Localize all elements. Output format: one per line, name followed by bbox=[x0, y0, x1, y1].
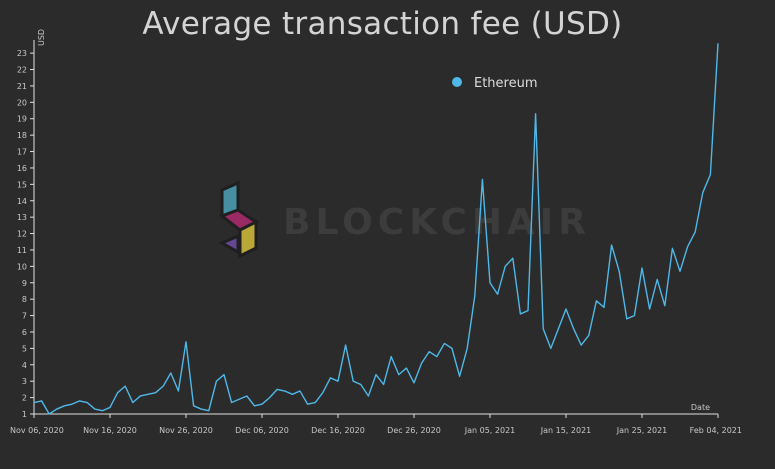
x-axis-label: Date bbox=[691, 403, 710, 412]
x-tick-label: Dec 26, 2020 bbox=[387, 426, 441, 435]
watermark-text: BLOCKCHAIR bbox=[283, 202, 591, 243]
blockchair-watermark: BLOCKCHAIR bbox=[218, 180, 591, 259]
legend-marker-ethereum bbox=[452, 77, 462, 87]
blockchair-logo-icon bbox=[218, 180, 259, 259]
y-tick-label: 4 bbox=[22, 361, 27, 370]
y-tick-label: 6 bbox=[22, 328, 27, 337]
x-tick-label: Dec 16, 2020 bbox=[311, 426, 365, 435]
y-tick-label: 12 bbox=[17, 230, 27, 239]
x-tick-label: Feb 04, 2021 bbox=[690, 426, 742, 435]
chart-title: Average transaction fee (USD) bbox=[142, 6, 623, 42]
x-tick-label: Nov 06, 2020 bbox=[10, 426, 64, 435]
y-tick-label: 1 bbox=[22, 410, 27, 419]
y-tick-label: 15 bbox=[17, 180, 27, 189]
x-tick-label: Jan 05, 2021 bbox=[464, 426, 516, 435]
y-tick-label: 7 bbox=[22, 312, 27, 321]
x-tick-label: Jan 25, 2021 bbox=[616, 426, 668, 435]
y-tick-label: 16 bbox=[17, 164, 27, 173]
y-tick-label: 18 bbox=[17, 131, 27, 140]
x-axis: Nov 06, 2020 Nov 16, 2020 Nov 26, 2020 Dec … bbox=[10, 403, 742, 435]
y-tick-label: 23 bbox=[17, 49, 27, 58]
y-tick-label: 10 bbox=[17, 262, 27, 271]
y-tick-label: 21 bbox=[17, 82, 27, 91]
y-axis-label: USD bbox=[37, 29, 46, 46]
y-tick-label: 3 bbox=[22, 377, 27, 386]
legend-label-ethereum: Ethereum bbox=[474, 76, 538, 91]
y-tick-label: 13 bbox=[17, 213, 27, 222]
y-tick-label: 20 bbox=[17, 98, 27, 107]
y-tick-label: 8 bbox=[22, 295, 27, 304]
legend[interactable]: Ethereum bbox=[452, 76, 538, 91]
y-tick-label: 14 bbox=[17, 197, 27, 206]
x-tick-label: Nov 26, 2020 bbox=[159, 426, 213, 435]
y-tick-label: 17 bbox=[17, 148, 27, 157]
x-tick-label: Nov 16, 2020 bbox=[83, 426, 137, 435]
y-tick-label: 5 bbox=[22, 344, 27, 353]
y-tick-label: 9 bbox=[22, 279, 27, 288]
y-tick-label: 19 bbox=[17, 115, 27, 124]
x-tick-label: Jan 15, 2021 bbox=[540, 426, 592, 435]
y-tick-label: 2 bbox=[22, 394, 27, 403]
y-tick-label: 11 bbox=[17, 246, 27, 255]
y-tick-label: 22 bbox=[17, 66, 27, 75]
series-line-ethereum[interactable] bbox=[33, 43, 719, 415]
x-tick-label: Dec 06, 2020 bbox=[235, 426, 289, 435]
